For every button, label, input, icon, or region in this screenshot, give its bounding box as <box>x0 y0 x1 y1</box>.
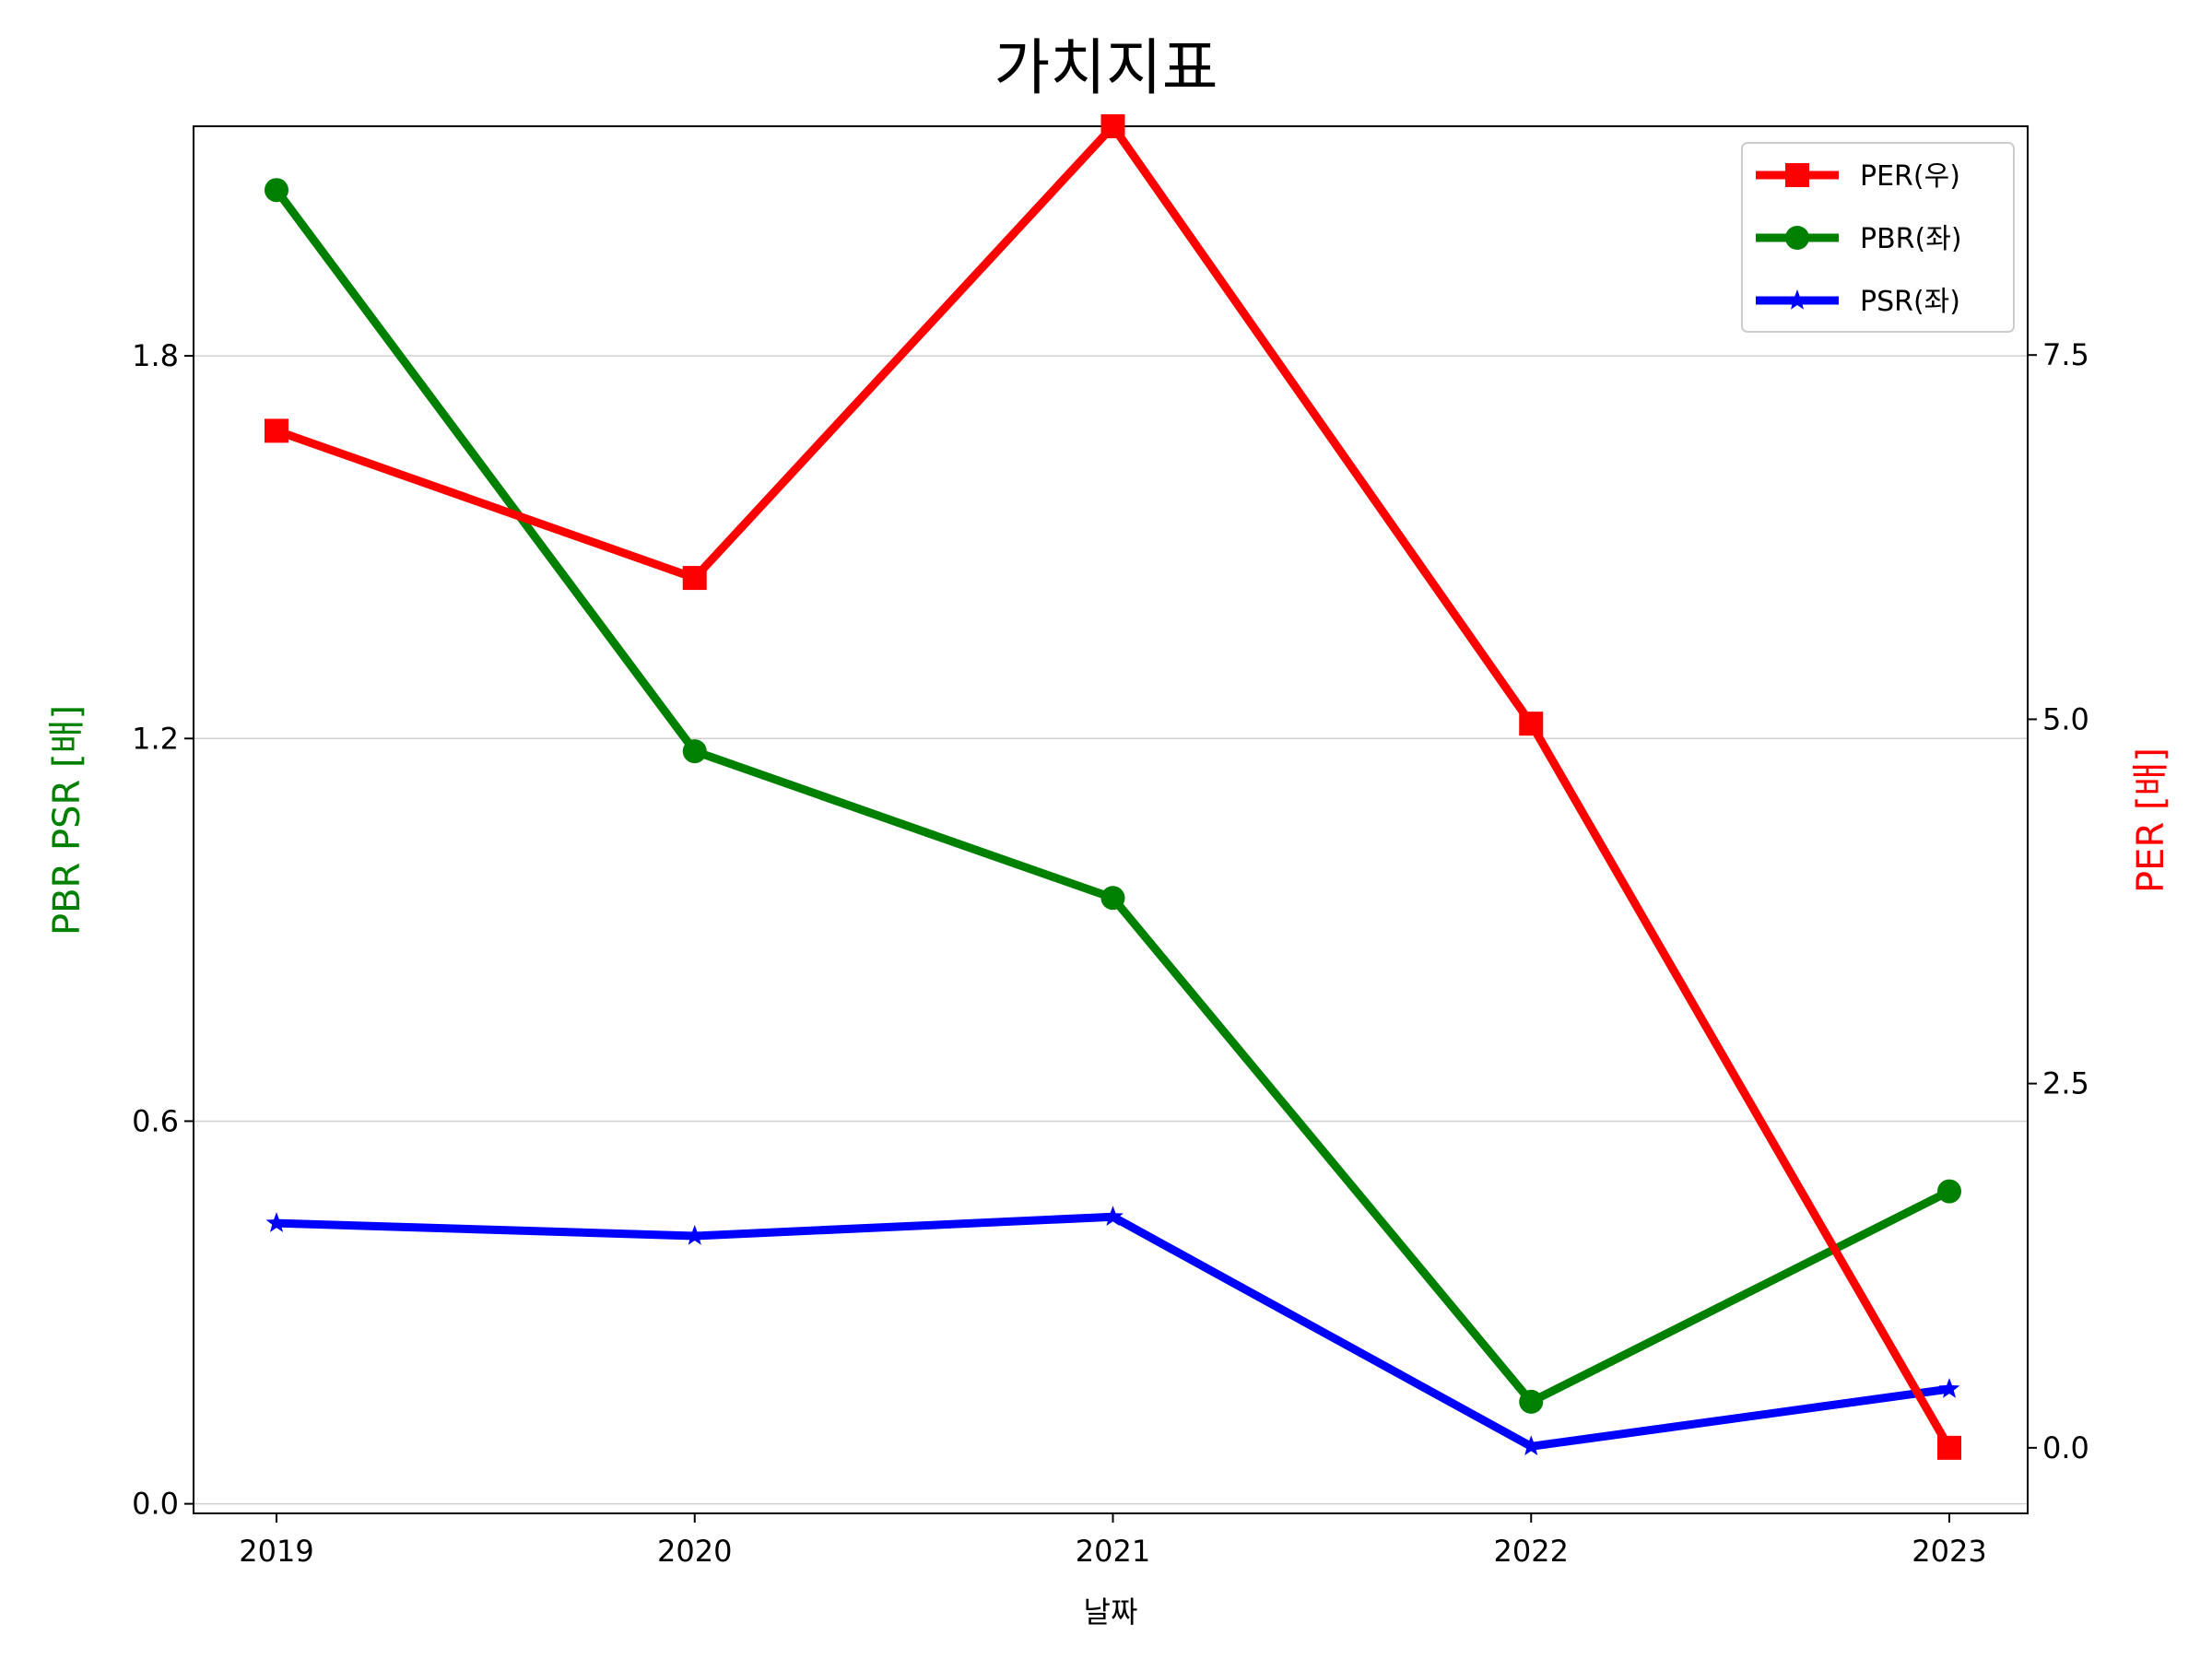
x-axis: 2019 2020 2021 2022 2023 <box>239 1513 1987 1569</box>
legend-box <box>1741 142 2015 333</box>
right-y-axis-label: PER [배] <box>2130 747 2172 893</box>
x-tick-label: 2022 <box>1494 1534 1569 1569</box>
legend-marker <box>1785 226 1809 250</box>
left-y-tick-label: 1.8 <box>132 338 179 373</box>
series-pbr <box>265 178 1961 1414</box>
data-point <box>1100 886 1125 911</box>
legend-label: PBR(좌) <box>1860 223 1962 255</box>
legend: PER(우) PBR(좌) PSR(좌) <box>1741 142 2015 333</box>
series-psr <box>265 1206 1960 1456</box>
right-y-tick-label: 7.5 <box>2042 337 2089 372</box>
right-y-tick-label: 2.5 <box>2042 1066 2089 1101</box>
gridlines <box>194 355 2028 1505</box>
data-point <box>1938 1378 1960 1398</box>
x-tick-label: 2021 <box>1076 1534 1150 1569</box>
right-y-tick-label: 0.0 <box>2042 1430 2089 1465</box>
data-point <box>265 418 288 443</box>
data-point <box>1937 1435 1961 1460</box>
data-point <box>1100 114 1125 138</box>
right-y-tick-label: 5.0 <box>2042 701 2089 736</box>
legend-marker <box>1785 163 1809 187</box>
left-y-axis: 0.0 0.6 1.2 1.8 <box>132 338 194 1522</box>
left-y-tick-label: 0.6 <box>132 1103 179 1138</box>
data-point <box>682 566 707 591</box>
legend-marker <box>1786 289 1808 310</box>
data-point <box>684 1225 706 1245</box>
data-point <box>265 178 288 203</box>
data-point <box>1102 1206 1124 1226</box>
x-tick-label: 2019 <box>239 1534 313 1569</box>
x-tick-label: 2020 <box>657 1534 732 1569</box>
data-point <box>1519 712 1544 736</box>
x-tick-label: 2023 <box>1912 1534 1986 1569</box>
series-layer <box>265 114 1961 1460</box>
x-axis-label: 날짜 <box>1084 1594 1138 1630</box>
legend-label: PSR(좌) <box>1860 286 1960 318</box>
legend-label: PER(우) <box>1860 160 1960 193</box>
data-point <box>682 739 707 764</box>
data-point <box>1937 1179 1961 1204</box>
data-point <box>1519 1389 1544 1414</box>
series-per <box>265 114 1961 1460</box>
data-point <box>1520 1435 1542 1456</box>
right-y-axis: 0.0 2.5 5.0 7.5 <box>2028 337 2089 1465</box>
left-y-axis-label: PBR PSR [배] <box>46 705 88 935</box>
left-y-tick-label: 0.0 <box>132 1487 179 1522</box>
left-y-tick-label: 1.2 <box>132 721 179 756</box>
data-point <box>265 1212 288 1232</box>
chart-title: 가치지표 <box>994 32 1218 103</box>
